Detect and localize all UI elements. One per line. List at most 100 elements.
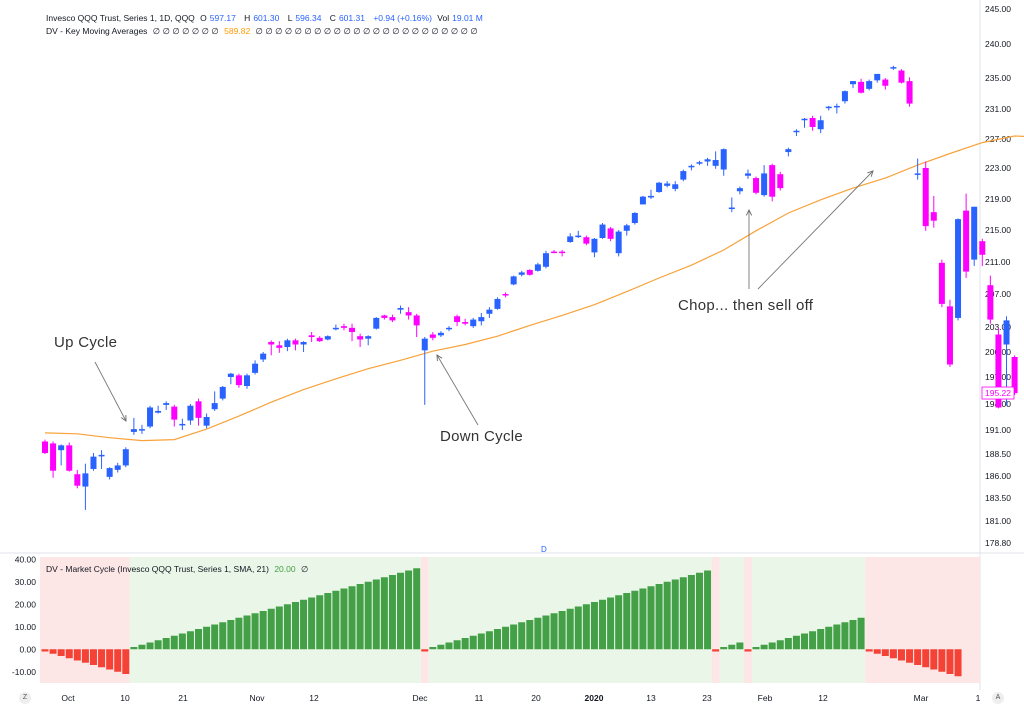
cycle-bar (881, 649, 889, 656)
cycle-bar (752, 647, 760, 650)
candle-up (841, 91, 848, 102)
time-x-tick: 23 (702, 693, 712, 703)
candle-up (252, 363, 259, 373)
cycle-bar (526, 620, 534, 650)
price-y-tick: 191.00 (985, 425, 1011, 435)
osc-y-tick: 20.00 (15, 599, 37, 609)
cycle-bar (897, 649, 905, 661)
time-x-tick: Mar (914, 693, 929, 703)
cycle-bar (146, 642, 154, 650)
candle-up (155, 410, 162, 413)
osc-y-tick: 10.00 (15, 622, 37, 632)
cycle-bar (687, 575, 695, 650)
cycle-bar (873, 649, 881, 654)
candle-up (534, 264, 541, 271)
candle-down (454, 316, 461, 323)
candle-down (171, 406, 178, 420)
cycle-bar (170, 635, 178, 650)
osc-y-tick: -10.00 (12, 667, 36, 677)
cycle-bar (566, 608, 574, 650)
candle-up (106, 468, 113, 477)
volume: Vol 19.01 M (437, 13, 483, 23)
study-placeholders-after: ∅ ∅ ∅ ∅ ∅ ∅ ∅ ∅ ∅ ∅ ∅ ∅ ∅ ∅ ∅ ∅ ∅ ∅ ∅ ∅ … (255, 26, 478, 36)
candle-up (219, 386, 226, 399)
cycle-bar (259, 611, 267, 650)
candle-up (793, 130, 800, 133)
cycle-bar (65, 649, 73, 659)
axis-scale-button-left[interactable]: Z (19, 692, 31, 704)
candle-down (809, 118, 816, 127)
candle-up (1003, 320, 1010, 345)
price-y-tick: 211.00 (985, 257, 1011, 267)
candle-down (349, 327, 356, 332)
candle-down (946, 306, 953, 365)
cycle-bar (300, 599, 308, 650)
lower-study-value: 20.00 (274, 564, 296, 574)
cycle-bar (114, 649, 122, 672)
cycle-bar (736, 642, 744, 650)
candle-up (284, 340, 291, 347)
cycle-bar (704, 570, 712, 650)
cycle-bar (98, 649, 106, 668)
cycle-bar (388, 575, 396, 650)
arrow-up-cycle (94, 361, 126, 421)
cycle-bar (510, 624, 518, 650)
candle-up (744, 173, 751, 176)
candle-up (542, 253, 549, 267)
cycle-bar (364, 581, 372, 650)
candle-down (502, 294, 509, 296)
cycle-bar (154, 640, 162, 650)
candle-down (559, 251, 566, 254)
price-y-tick: 219.00 (985, 194, 1011, 204)
candle-down (979, 241, 986, 255)
candle-up (494, 298, 501, 309)
cycle-bar (922, 649, 930, 668)
cycle-bar (792, 635, 800, 650)
candle-up (58, 445, 65, 451)
cycle-bar (57, 649, 65, 656)
candle-up (825, 106, 832, 109)
candle-up (187, 405, 194, 421)
osc-y-tick: 40.00 (15, 554, 37, 564)
candle-up (332, 327, 339, 330)
candle-up (567, 236, 574, 242)
cycle-bar (841, 622, 849, 650)
cycle-bar (623, 593, 631, 650)
cycle-bar (356, 584, 364, 650)
time-x-tick: Feb (758, 693, 773, 703)
cycle-bar (590, 602, 598, 650)
candle-down (753, 178, 760, 193)
candle-up (664, 183, 671, 186)
osc-y-tick: 0.00 (19, 644, 36, 654)
candle-up (98, 454, 105, 457)
candle-up (130, 429, 137, 432)
candle-up (833, 105, 840, 108)
candle-up (728, 207, 735, 210)
study-value: 589.82 (224, 26, 251, 36)
cycle-bar (195, 629, 203, 650)
cycle-bar (397, 572, 405, 650)
candle-up (736, 188, 743, 192)
annotation-up-cycle: Up Cycle (54, 334, 118, 351)
cycle-bar (413, 568, 421, 650)
candle-up (373, 317, 380, 329)
price-y-tick: 186.00 (985, 471, 1011, 481)
cycle-bar (720, 647, 728, 650)
axis-auto-button[interactable]: A (992, 692, 1004, 704)
candle-down (405, 312, 412, 316)
candle-down (66, 445, 73, 471)
cycle-bar (599, 599, 607, 650)
cycle-bar (639, 588, 647, 650)
annotation-chop: Chop... then sell off (678, 297, 814, 314)
cycle-background-up (719, 557, 744, 683)
cycle-bar (663, 581, 671, 650)
candle-up (575, 235, 582, 238)
candle-up (421, 338, 428, 351)
cycle-bar (671, 579, 679, 650)
study-title: DV - Key Moving Averages (46, 26, 148, 36)
cycle-bar (122, 649, 130, 674)
candle-up (785, 149, 792, 153)
candle-down (963, 210, 970, 272)
cycle-bar (889, 649, 897, 659)
cycle-bar (332, 590, 340, 650)
